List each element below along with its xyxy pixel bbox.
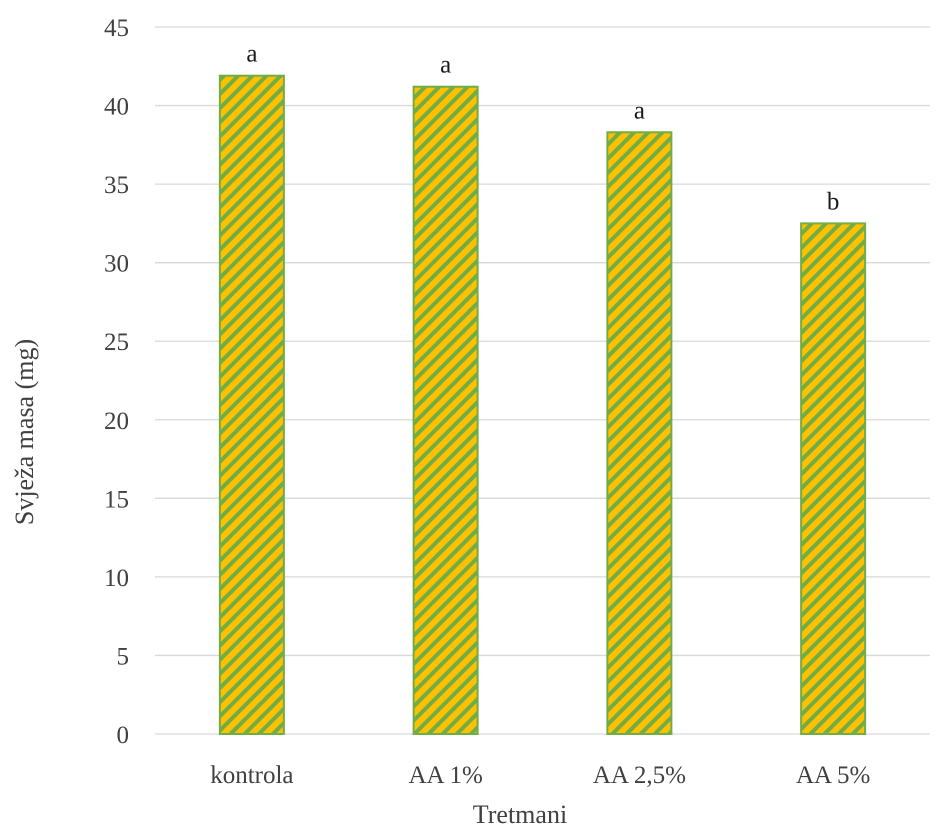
y-tick-label: 15 <box>104 486 129 513</box>
y-tick-label: 5 <box>117 643 130 670</box>
bar-1 <box>218 74 285 735</box>
y-tick-label: 30 <box>104 251 129 278</box>
y-axis-title: Svježa masa (mg) <box>10 339 39 525</box>
y-tick-label: 0 <box>117 722 130 749</box>
y-axis-ticks: 0 5 10 15 20 25 30 35 40 45 <box>104 15 129 749</box>
bars <box>218 74 867 736</box>
y-tick-label: 20 <box>104 408 129 435</box>
bar-2 <box>412 85 479 736</box>
x-category-label: AA 5% <box>796 762 870 789</box>
y-tick-label: 35 <box>104 172 129 199</box>
bar-3 <box>606 131 673 735</box>
data-labels: a a a b <box>246 41 839 216</box>
x-axis-title: Tretmani <box>473 800 567 829</box>
y-tick-label: 40 <box>104 94 129 121</box>
x-category-label: kontrola <box>210 762 293 789</box>
data-label: a <box>246 41 257 68</box>
data-label: a <box>440 52 451 79</box>
y-tick-label: 10 <box>104 565 129 592</box>
y-tick-label: 45 <box>104 15 129 42</box>
x-category-label: AA 2,5% <box>593 762 686 789</box>
data-label: a <box>634 97 645 124</box>
data-label: b <box>827 188 840 215</box>
x-category-label: AA 1% <box>408 762 482 789</box>
bar-4 <box>800 222 867 735</box>
y-tick-label: 25 <box>104 329 129 356</box>
x-axis-categories: kontrola AA 1% AA 2,5% AA 5% <box>210 762 870 789</box>
